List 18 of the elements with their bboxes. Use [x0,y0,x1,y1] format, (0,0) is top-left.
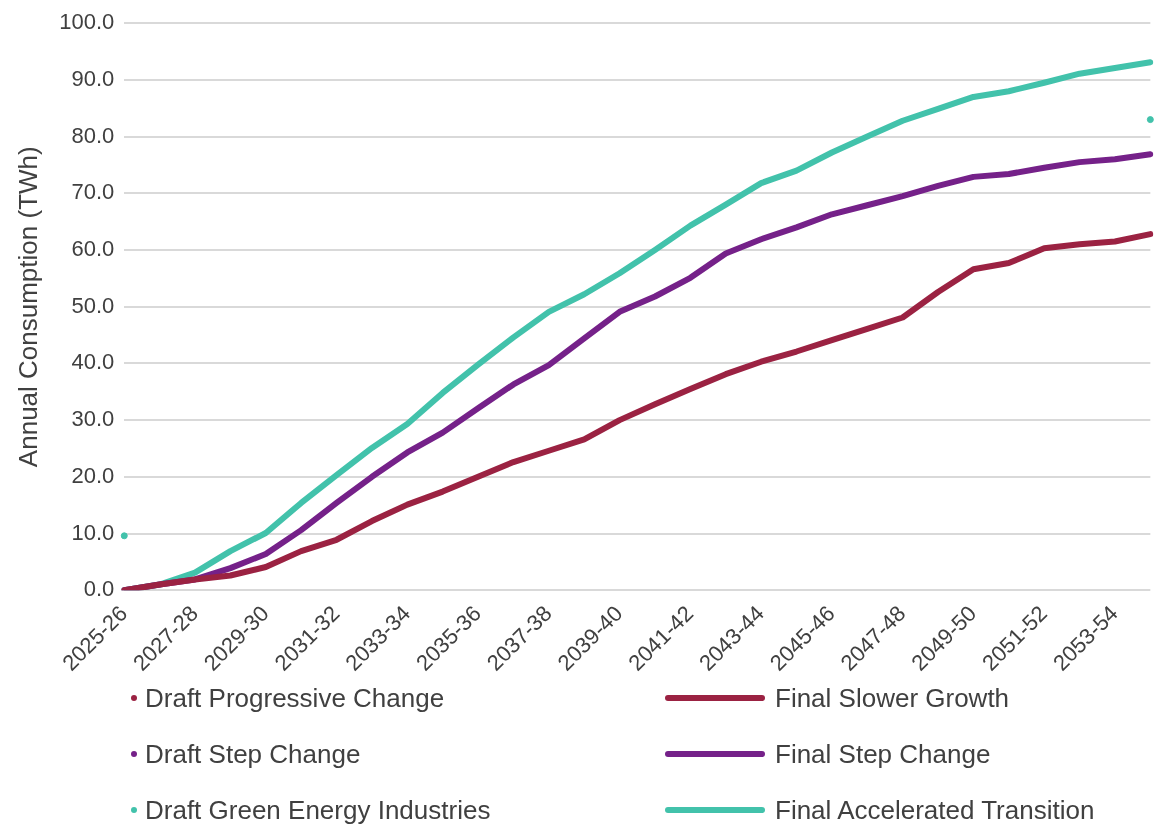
legend-label: Draft Progressive Change [145,682,445,714]
y-tick-label: 30.0 [71,406,115,432]
legend-label: Final Step Change [775,738,991,770]
y-tick-label: 40.0 [71,349,115,375]
legend-label: Final Accelerated Transition [775,794,1095,826]
legend-label: Draft Step Change [145,738,361,770]
y-axis-title: Annual Consumption (TWh) [12,146,43,468]
y-tick-label: 20.0 [71,462,115,488]
y-tick-label: 50.0 [71,292,115,318]
legend-label: Final Slower Growth [775,682,1010,714]
y-tick-label: 60.0 [71,236,115,262]
y-tick-label: 100.0 [59,9,115,35]
y-tick-label: 80.0 [71,122,115,148]
y-tick-label: 70.0 [71,179,115,205]
y-tick-label: 90.0 [71,65,115,91]
y-tick-label: 10.0 [71,519,115,545]
legend-label: Draft Green Energy Industries [145,794,491,826]
y-tick-label: 0.0 [83,576,115,602]
